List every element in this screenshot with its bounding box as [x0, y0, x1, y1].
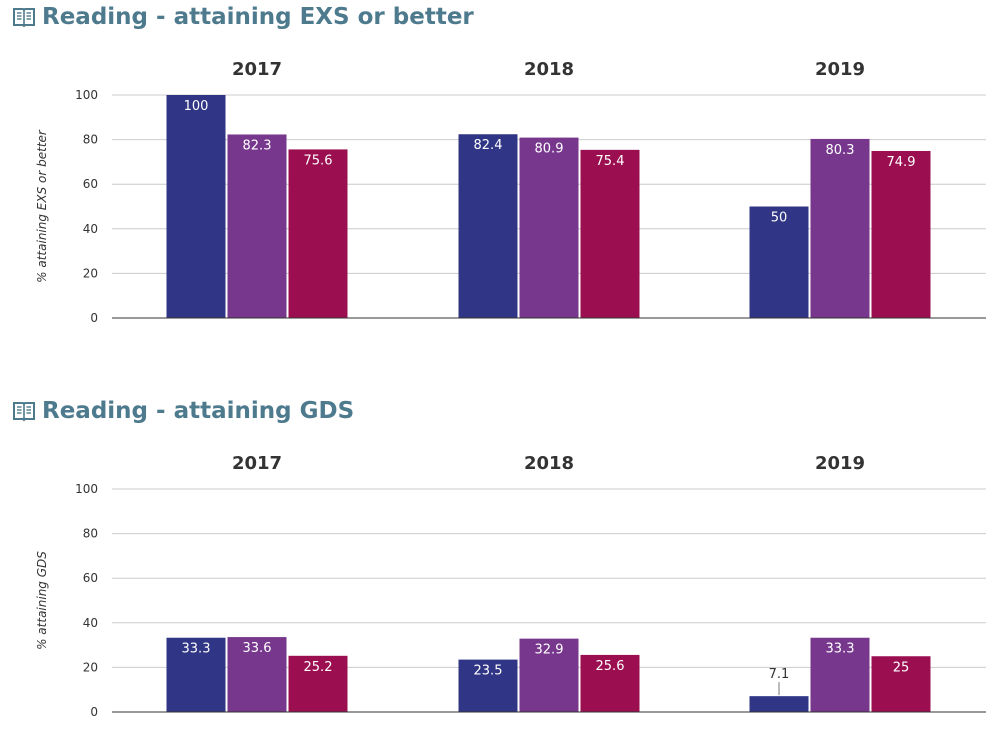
data-label: 25.6 — [596, 659, 625, 674]
group-label: 2017 — [232, 59, 282, 80]
bar-chart-exs: 0 20 40 60 80 100 % attaining EXS or better 201… — [35, 59, 986, 325]
group-label: 2017 — [232, 453, 282, 474]
y-tick-label: 100 — [75, 482, 98, 496]
group-label: 2019 — [815, 59, 865, 80]
data-label: 33.6 — [243, 641, 272, 656]
bar — [288, 655, 348, 712]
data-label: 75.6 — [304, 153, 333, 168]
y-tick-label: 0 — [90, 705, 98, 719]
data-label: 80.3 — [826, 143, 855, 158]
y-tick-label: 0 — [90, 311, 98, 325]
bar — [458, 134, 518, 318]
book-icon — [12, 6, 36, 28]
data-label: 100 — [184, 99, 209, 114]
data-label: 33.3 — [826, 642, 855, 657]
chart-section-gds: Reading - attaining GDS 0 20 40 60 80 100 % at… — [0, 394, 997, 732]
y-axis-label: % attaining GDS — [35, 551, 49, 650]
bar — [810, 637, 870, 712]
data-label: 23.5 — [474, 664, 503, 679]
bar — [227, 637, 287, 712]
y-tick-label: 80 — [83, 527, 98, 541]
group-label: 2018 — [524, 453, 574, 474]
data-label: 50 — [771, 211, 788, 226]
data-label: 80.9 — [535, 142, 564, 157]
y-tick-label: 60 — [83, 177, 98, 191]
bar — [580, 654, 640, 712]
bar — [227, 134, 287, 318]
bar — [580, 149, 640, 318]
data-label: 7.1 — [769, 667, 790, 682]
bar — [166, 637, 226, 712]
y-tick-label: 20 — [83, 660, 98, 674]
data-label: 75.4 — [596, 154, 625, 169]
bar — [166, 95, 226, 318]
y-tick-label: 60 — [83, 571, 98, 585]
y-tick-label: 80 — [83, 133, 98, 147]
data-label: 82.3 — [243, 138, 272, 153]
y-tick-label: 100 — [75, 88, 98, 102]
y-axis-label: % attaining EXS or better — [35, 129, 49, 283]
group-label: 2019 — [815, 453, 865, 474]
chart-title-text: Reading - attaining GDS — [42, 398, 355, 424]
bar — [519, 638, 579, 712]
data-label: 25 — [893, 660, 910, 675]
y-tick-label: 40 — [83, 222, 98, 236]
data-label: 33.3 — [182, 642, 211, 657]
bar — [871, 150, 931, 318]
chart-title-text: Reading - attaining EXS or better — [42, 4, 474, 30]
data-label: 32.9 — [535, 643, 564, 658]
book-icon — [12, 400, 36, 422]
bar — [749, 206, 809, 318]
bar-chart-gds: 0 20 40 60 80 100 % attaining GDS 2017 33.3 33.6 2… — [35, 453, 986, 719]
data-label: 25.2 — [304, 660, 333, 675]
bar — [288, 149, 348, 318]
chart-title-exs: Reading - attaining EXS or better — [12, 4, 474, 30]
bar — [749, 696, 809, 712]
bar — [871, 656, 931, 712]
chart-title-gds: Reading - attaining GDS — [12, 398, 354, 424]
bar — [519, 137, 579, 318]
y-tick-label: 20 — [83, 266, 98, 280]
data-label: 74.9 — [887, 155, 916, 170]
data-label: 82.4 — [474, 138, 503, 153]
y-tick-label: 40 — [83, 616, 98, 630]
group-label: 2018 — [524, 59, 574, 80]
chart-section-exs: Reading - attaining EXS or better 0 20 40 6… — [12, 4, 986, 325]
bar — [810, 138, 870, 318]
bar — [458, 659, 518, 712]
